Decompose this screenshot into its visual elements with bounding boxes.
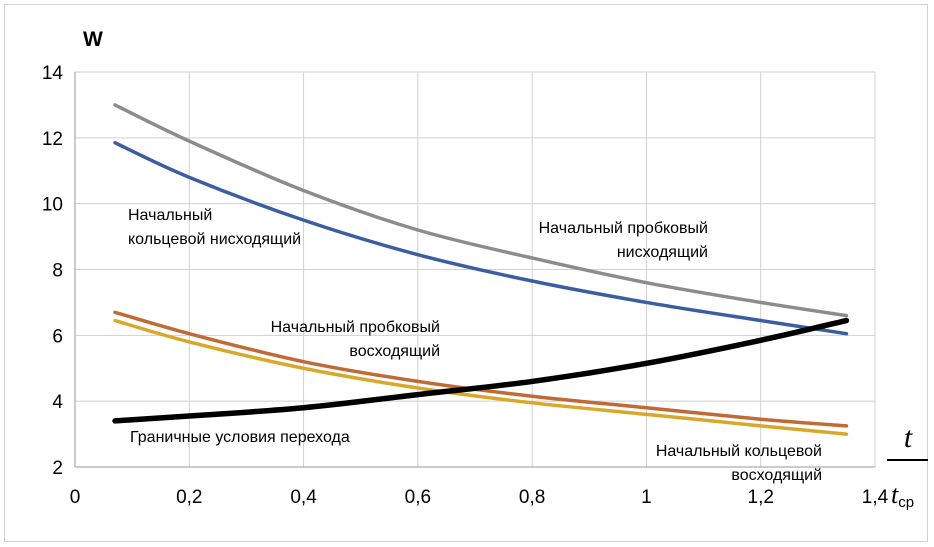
annotation-label: Начальный кольцевой нисходящий xyxy=(128,207,301,248)
annotations: Начальный кольцевой нисходящий Начальный п… xyxy=(128,207,822,484)
annotation-line: Начальный пробковый xyxy=(539,220,708,237)
annotation-line: нисходящий xyxy=(617,244,708,261)
series-line-black xyxy=(112,317,850,424)
y-tick-label: 2 xyxy=(52,458,63,479)
annotation-line: восходящий xyxy=(731,467,822,484)
x-tick-label: 1,2 xyxy=(748,487,774,508)
y-tick-label: 4 xyxy=(52,392,63,413)
annotation-label: Начальный кольцевой восходящий xyxy=(656,443,822,484)
x-tick-label: 1 xyxy=(641,487,652,508)
x-axis-label-denominator: tср xyxy=(891,480,914,511)
annotation-line: восходящий xyxy=(349,343,440,360)
y-tick-label: 8 xyxy=(52,261,63,282)
x-axis-label: t tср xyxy=(887,421,928,511)
y-tick-label: 14 xyxy=(42,63,64,84)
annotation-line: Начальный кольцевой xyxy=(656,443,822,460)
x-axis-label-denominator-base: t xyxy=(891,480,899,509)
x-tick-label: 1,4 xyxy=(862,487,889,508)
y-tick-label: 10 xyxy=(42,195,63,216)
annotation-line: Начальный xyxy=(128,207,212,224)
series-lines xyxy=(112,103,850,436)
annotation-line: Начальный пробковый xyxy=(271,319,440,336)
grid-lines xyxy=(74,71,876,468)
series-line-orange xyxy=(113,310,849,428)
x-tick-label: 0,6 xyxy=(405,487,431,508)
x-tick-label: 0,4 xyxy=(290,487,317,508)
annotation-label: Граничные условия перехода xyxy=(130,429,350,446)
annotation-line: Граничные условия перехода xyxy=(130,429,350,446)
x-tick-label: 0,8 xyxy=(519,487,545,508)
y-tick-label: 6 xyxy=(52,326,63,347)
chart-frame xyxy=(4,4,928,542)
y-axis-label: W xyxy=(83,28,103,51)
tick-labels: 2 4 6 8 10 12 14 0 0,2 0,4 0,6 0,8 1 1,2 1,4 xyxy=(42,63,889,508)
series-line-gray xyxy=(113,103,849,318)
annotation-label: Начальный пробковый восходящий xyxy=(271,319,440,360)
series-line-gold xyxy=(113,318,849,436)
series-line-blue xyxy=(113,141,849,336)
x-axis-label-subscript: ср xyxy=(898,494,914,511)
x-tick-label: 0 xyxy=(70,487,81,508)
annotation-line: кольцевой нисходящий xyxy=(128,231,301,248)
x-tick-label: 0,2 xyxy=(176,487,202,508)
annotation-label: Начальный пробковый нисходящий xyxy=(539,220,708,261)
y-tick-label: 12 xyxy=(42,129,63,150)
x-axis-label-numerator: t xyxy=(904,421,913,454)
